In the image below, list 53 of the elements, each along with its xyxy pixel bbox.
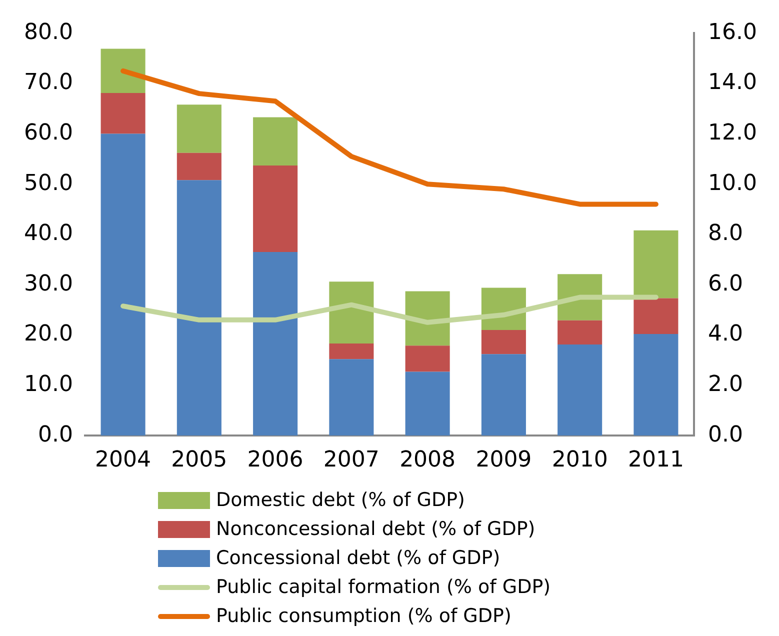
x-tick-label: 2006	[247, 448, 304, 473]
y-tick-label: 40.0	[24, 221, 73, 246]
bar	[481, 330, 526, 354]
y2-tick-label: 6.0	[708, 271, 744, 296]
y2-tick-label: 16.0	[708, 20, 757, 45]
legend-label: Public capital formation (% of GDP)	[216, 575, 551, 600]
y2-tick-label: 12.0	[708, 120, 757, 146]
bar	[253, 252, 298, 436]
bar	[176, 104, 222, 153]
y-tick-label: 80.0	[24, 20, 73, 45]
legend-label: Nonconcessional debt (% of GDP)	[216, 517, 536, 542]
bar	[634, 298, 678, 334]
legend-label: Domestic debt (% of GDP)	[216, 488, 465, 513]
y-tick-label: 60.0	[24, 120, 73, 146]
y-tick-label: 70.0	[24, 70, 73, 96]
bar	[100, 134, 146, 436]
bar	[558, 320, 602, 345]
bar	[100, 93, 146, 134]
legend-label: Concessional debt (% of GDP)	[216, 546, 500, 571]
x-tick-label: 2007	[323, 448, 380, 473]
x-tick-label: 2009	[476, 448, 532, 473]
bar	[253, 165, 298, 252]
bar	[634, 334, 678, 436]
y2-tick-label: 4.0	[708, 322, 744, 347]
x-tick-label: 2004	[95, 448, 152, 473]
x-tick-label: 2011	[628, 448, 684, 473]
y2-tick-label: 8.0	[708, 221, 744, 246]
bar	[100, 48, 146, 94]
y2-tick-label: 14.0	[708, 70, 757, 96]
bar	[405, 291, 450, 346]
bar	[481, 354, 526, 436]
bar	[405, 372, 450, 436]
bar	[329, 359, 374, 436]
y2-tick-label: 2.0	[708, 372, 744, 398]
bar	[634, 230, 678, 298]
bar	[253, 117, 298, 166]
bar	[329, 344, 374, 360]
x-tick-label: 2008	[400, 448, 456, 473]
y-tick-label: 20.0	[24, 322, 73, 347]
y-tick-label: 10.0	[24, 372, 73, 398]
x-tick-label: 2005	[171, 448, 228, 473]
bar	[405, 346, 450, 372]
bar	[176, 152, 222, 180]
x-tick-label: 2010	[552, 448, 608, 473]
y2-tick-label: 0.0	[708, 422, 744, 448]
y-tick-label: 50.0	[24, 170, 73, 196]
legend-label: Public consumption (% of GDP)	[216, 604, 512, 629]
y-tick-label: 30.0	[24, 271, 73, 296]
y-tick-label: 0.0	[38, 422, 73, 448]
bar	[329, 282, 374, 344]
y2-tick-label: 10.0	[708, 170, 757, 196]
bar	[558, 344, 602, 436]
bar	[176, 180, 222, 436]
